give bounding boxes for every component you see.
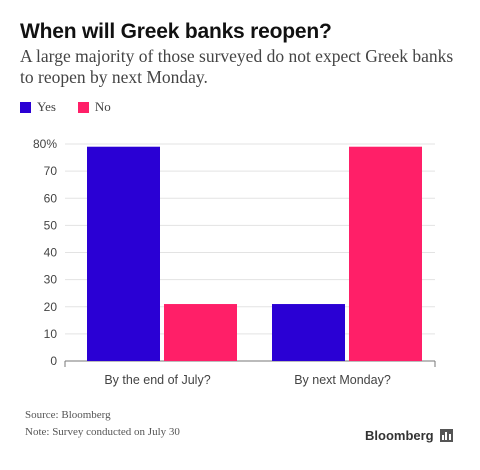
bar-yes-1: [87, 146, 160, 361]
brand-logo: Bloomberg: [365, 428, 453, 443]
legend: Yes No: [20, 99, 111, 115]
chart-title: When will Greek banks reopen?: [20, 20, 332, 43]
legend-swatch-yes: [20, 101, 31, 113]
y-tick-label: 70: [44, 164, 58, 178]
bar-yes-2: [272, 304, 345, 361]
y-tick-label: 50: [44, 218, 58, 232]
source-note: Source: Bloomberg: [25, 409, 111, 421]
legend-item-yes: Yes: [20, 99, 56, 115]
brand-name: Bloomberg: [365, 428, 434, 443]
bar-no-1: [164, 304, 237, 361]
survey-note: Note: Survey conducted on July 30: [25, 426, 180, 438]
x-category-label: By next Monday?: [294, 373, 391, 387]
legend-label-yes: Yes: [37, 99, 56, 114]
legend-swatch-no: [77, 101, 89, 113]
legend-item-no: No: [77, 99, 111, 115]
y-tick-label: 20: [44, 300, 58, 314]
y-tick-label: 0: [50, 354, 57, 368]
bar-no-2: [349, 146, 422, 361]
y-tick-label: 60: [44, 191, 58, 205]
x-category-label: By the end of July?: [104, 373, 210, 387]
y-tick-label: 40: [44, 246, 58, 260]
y-tick-label: 30: [44, 273, 58, 287]
y-tick-label: 10: [44, 327, 58, 341]
chart-subtitle: A large majority of those surveyed do no…: [20, 46, 454, 87]
bar-chart: 0 10 20 30 40 50 60 70 80% By the end of July? By …: [33, 137, 436, 387]
y-tick-label: 80%: [33, 137, 57, 151]
bar-chart-icon: [439, 429, 453, 442]
legend-label-no: No: [94, 99, 111, 114]
